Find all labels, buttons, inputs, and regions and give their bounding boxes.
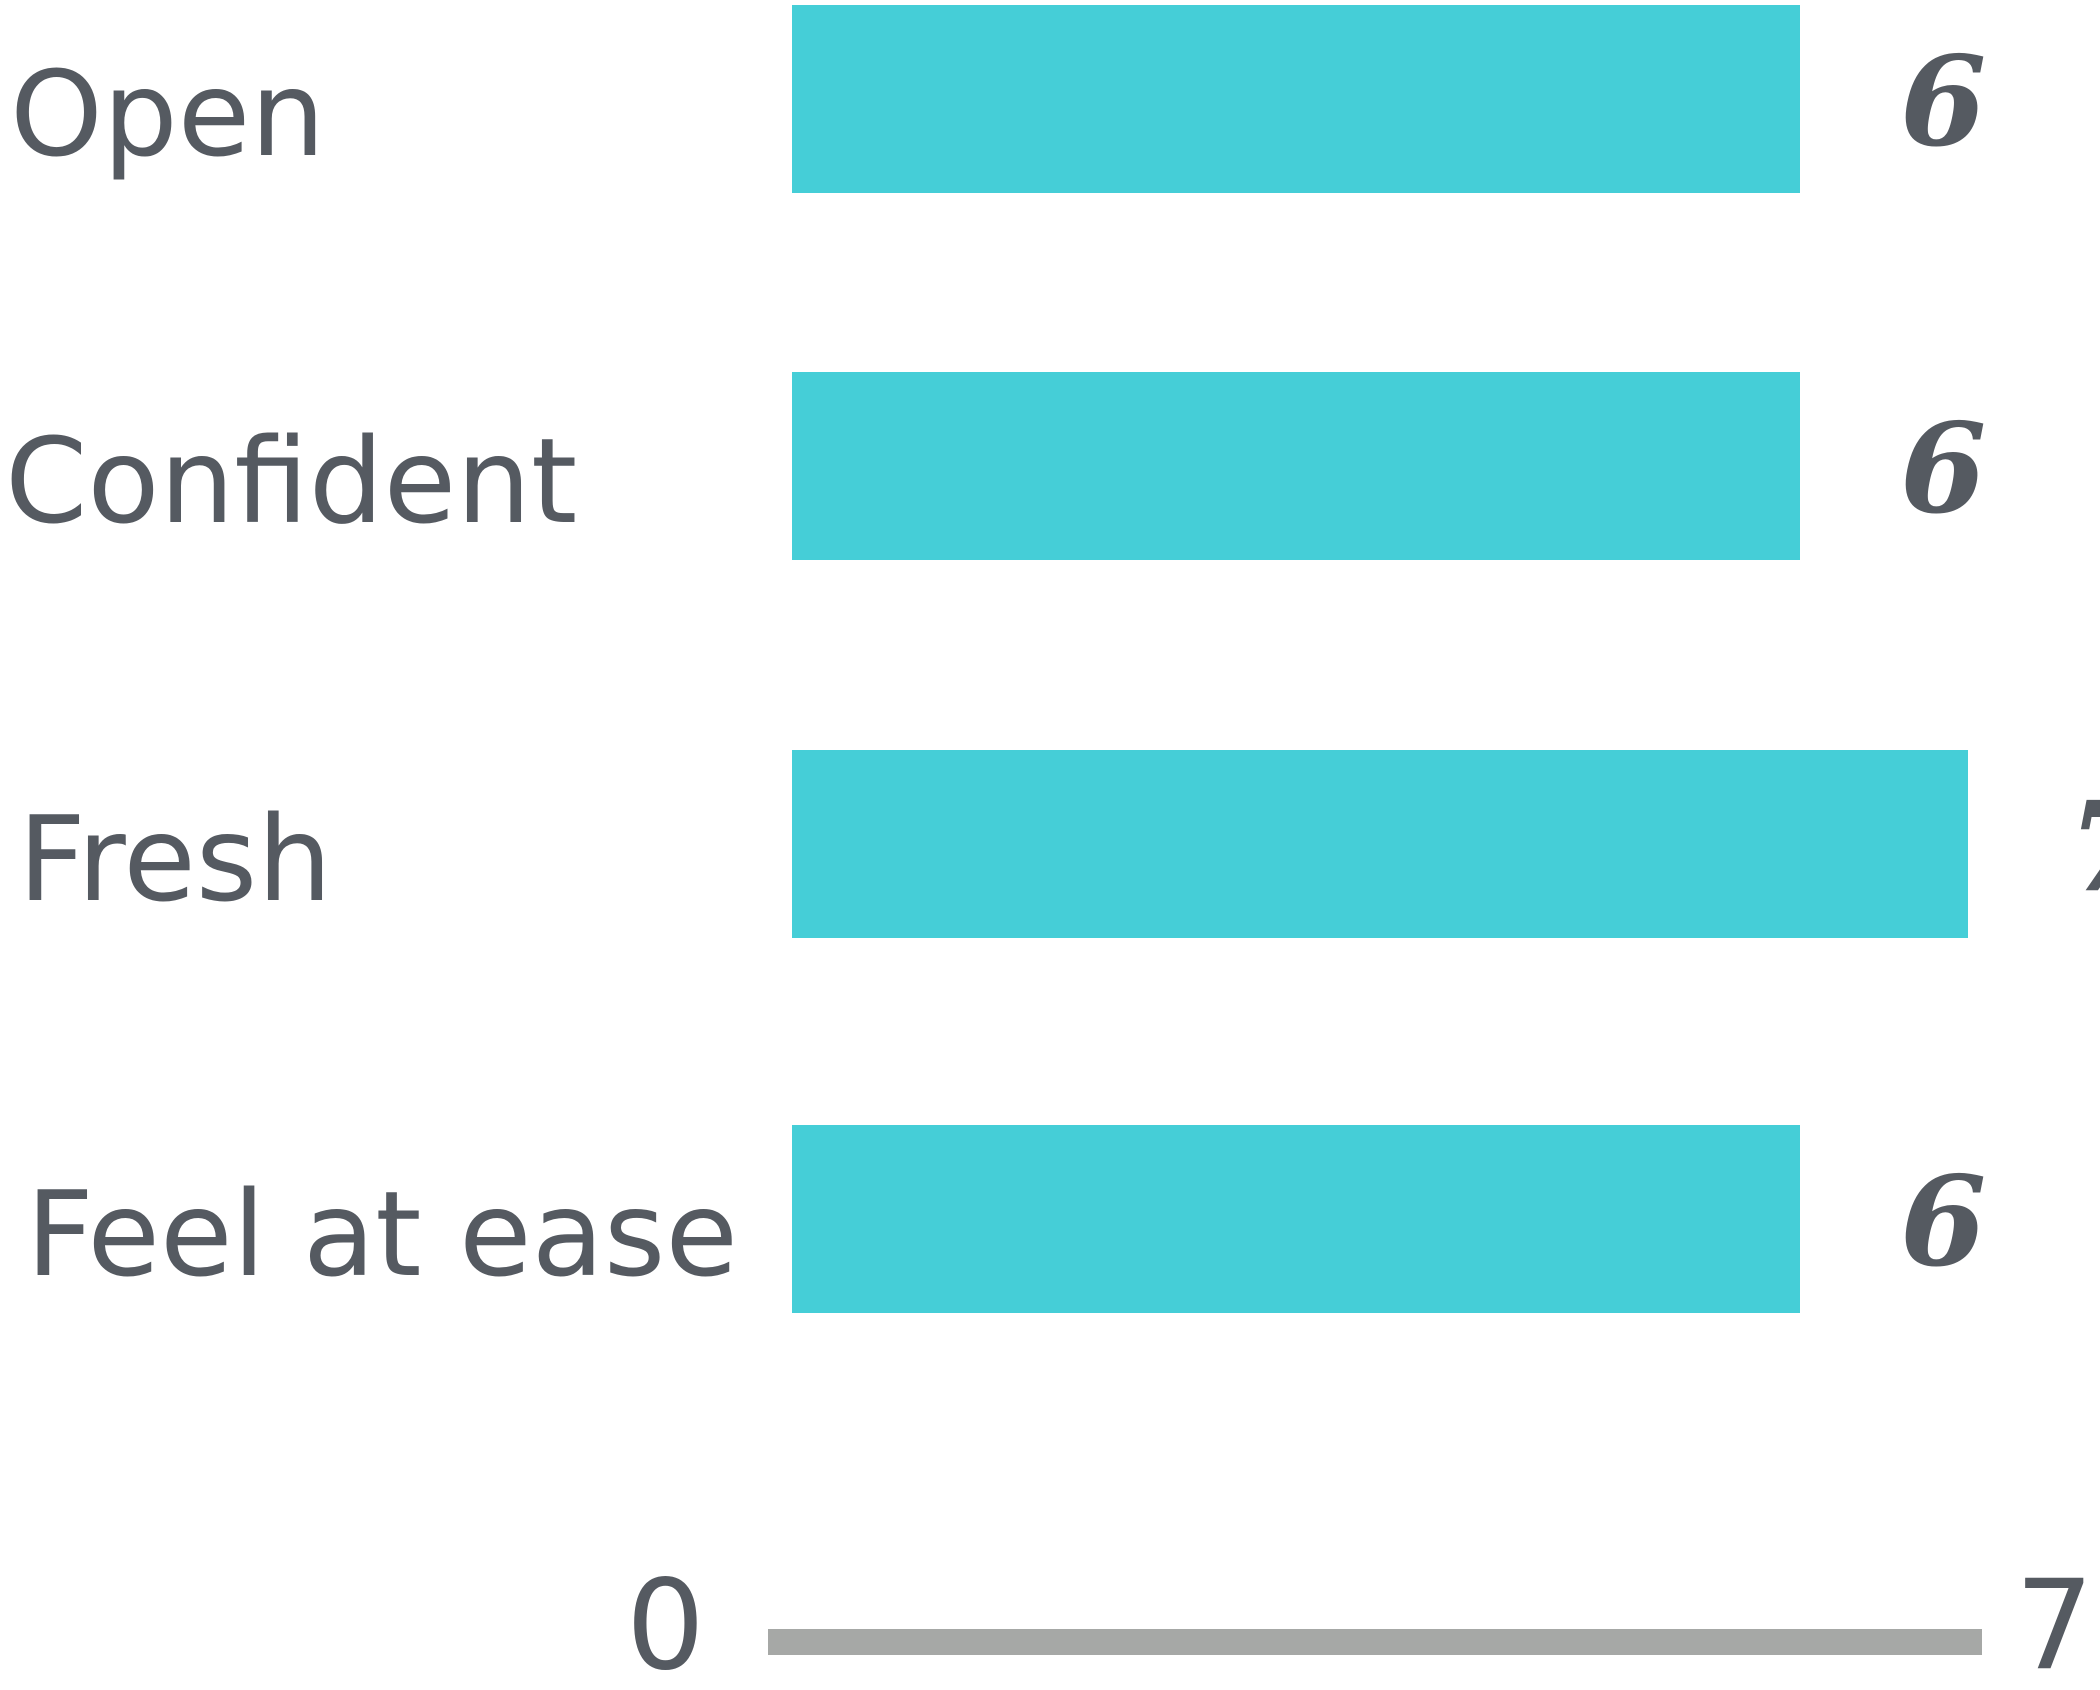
category-label-open: Open (10, 45, 325, 183)
value-label-feel-at-ease: 6 (1900, 1150, 1986, 1295)
bar-open (792, 5, 1800, 193)
bar-fresh (792, 750, 1968, 938)
value-label-confident: 6 (1900, 397, 1986, 542)
axis-layer: 0 7 (626, 1554, 2094, 1690)
axis-min-label: 0 (626, 1554, 705, 1685)
category-labels-layer: Open Confident Fresh Feel at ease (5, 45, 738, 1303)
axis-line (768, 1629, 1982, 1655)
value-label-fresh: 7 (2068, 775, 2100, 920)
value-label-open: 6 (1900, 30, 1986, 175)
value-labels-layer: 6 6 7 6 (1900, 30, 2100, 1295)
category-label-fresh: Fresh (18, 790, 332, 928)
bar-confident (792, 372, 1800, 560)
category-label-feel-at-ease: Feel at ease (26, 1165, 738, 1303)
axis-max-label: 7 (2015, 1554, 2094, 1685)
category-label-confident: Confident (5, 412, 577, 550)
bar-feel-at-ease (792, 1125, 1800, 1313)
bars-layer (792, 5, 1968, 1313)
